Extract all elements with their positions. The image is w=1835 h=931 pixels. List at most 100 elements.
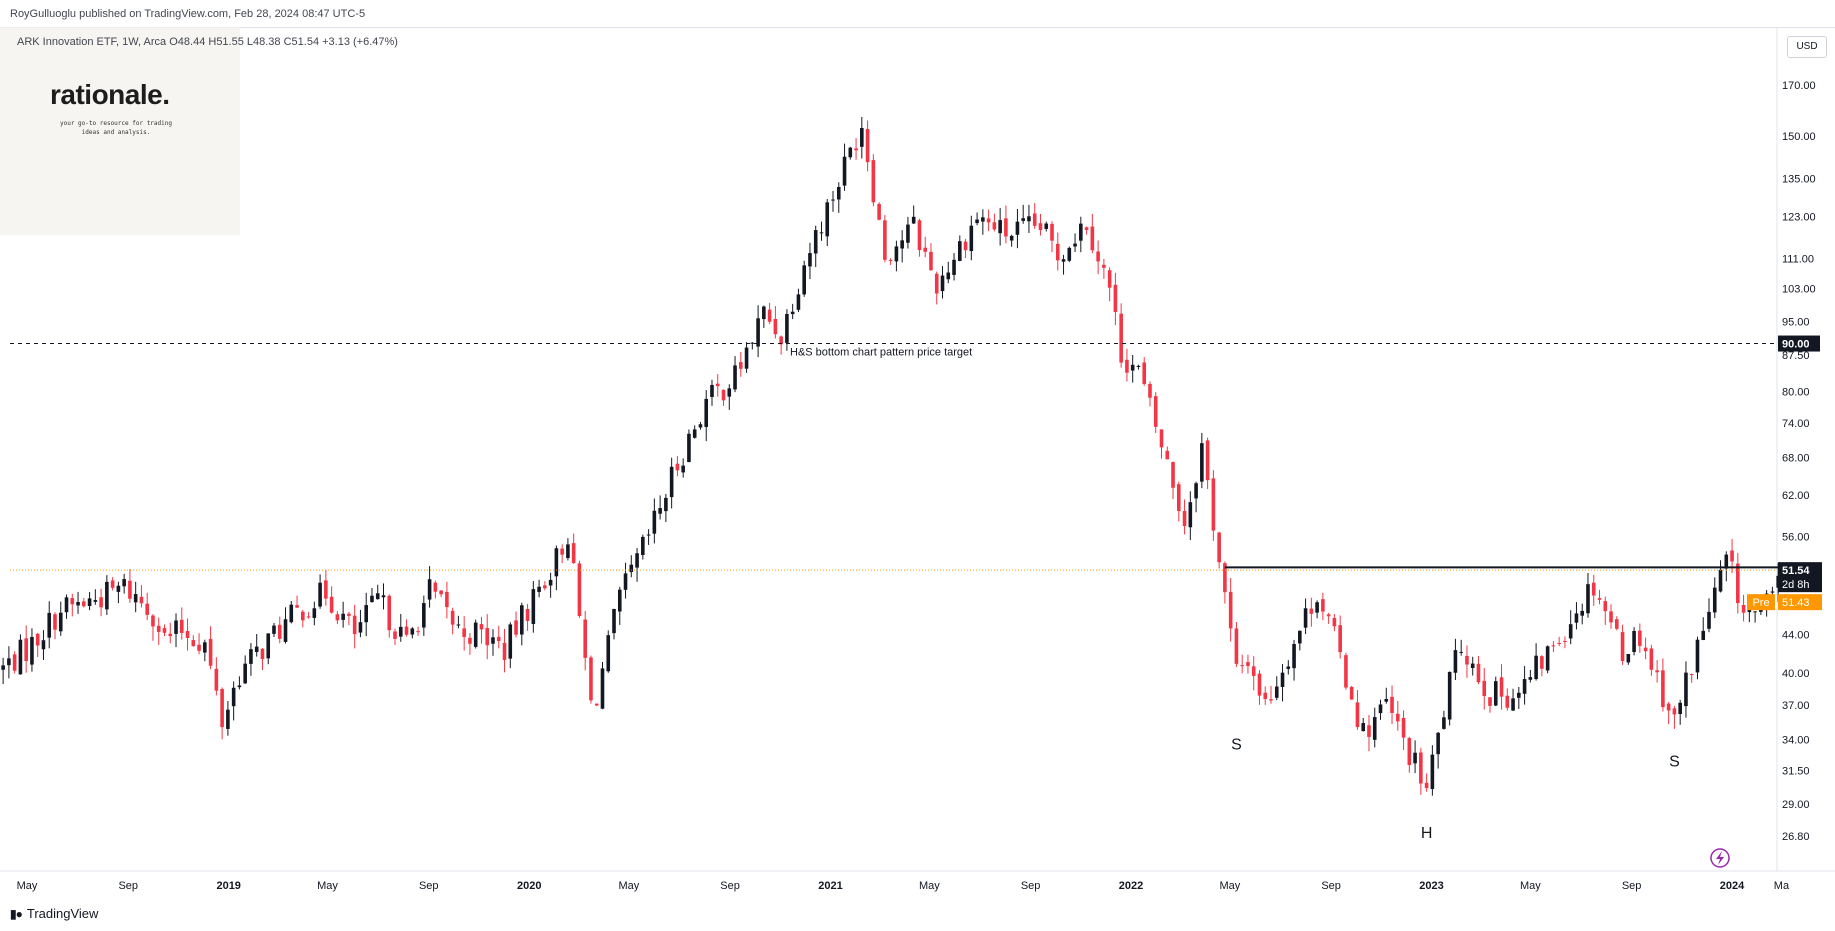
candle <box>341 601 345 628</box>
tradingview-logo-text: TradingView <box>26 906 99 921</box>
price-tick-label: 56.00 <box>1782 531 1810 543</box>
candle-body <box>1119 313 1123 363</box>
candle <box>156 617 161 645</box>
candle-body <box>957 241 962 261</box>
candle <box>122 573 126 594</box>
candle-body <box>566 544 570 559</box>
candle-body <box>969 225 974 252</box>
candle-body <box>1620 632 1625 662</box>
currency-button[interactable]: USD <box>1787 36 1827 58</box>
candle-body <box>1436 732 1440 755</box>
candle-body <box>220 689 224 728</box>
candle-body <box>842 156 847 186</box>
candle-body <box>496 636 501 642</box>
candle-body <box>439 590 443 595</box>
candle <box>168 622 173 644</box>
candle <box>635 548 639 582</box>
candle-body <box>1476 663 1481 683</box>
candle <box>249 643 253 676</box>
candle <box>998 207 1002 246</box>
candle-body <box>116 585 121 592</box>
price-tick-label: 111.00 <box>1782 253 1814 265</box>
candle <box>1603 596 1608 625</box>
candle <box>1378 699 1383 720</box>
candle <box>370 588 374 603</box>
candle <box>560 544 564 564</box>
price-tick-label: 44.00 <box>1782 629 1810 641</box>
candle <box>1148 381 1152 407</box>
candle-body <box>168 633 173 637</box>
target-price-badge-text: 90.00 <box>1782 339 1810 351</box>
candle-body <box>940 275 945 292</box>
candle <box>1684 661 1688 718</box>
candle <box>779 335 783 355</box>
candle <box>58 601 63 636</box>
candle-body <box>35 633 40 646</box>
candle <box>41 630 46 660</box>
candle <box>1430 745 1435 796</box>
chart-grid <box>0 27 1835 872</box>
candle-body <box>1678 702 1682 715</box>
candle-body <box>583 619 587 658</box>
candle <box>30 628 34 672</box>
candle <box>1234 621 1239 668</box>
candle <box>1736 553 1740 614</box>
candle <box>646 529 651 545</box>
candle <box>1240 654 1244 674</box>
candle-body <box>739 362 743 369</box>
candle-body <box>110 580 115 588</box>
price-tick-label: 103.00 <box>1782 284 1816 296</box>
price-tick-label: 95.00 <box>1782 317 1810 329</box>
candle <box>865 120 870 172</box>
candle-body <box>404 626 409 635</box>
candle-body <box>779 336 783 345</box>
candle <box>952 253 956 281</box>
candle-body <box>1701 630 1706 641</box>
candle <box>1499 664 1504 710</box>
candle <box>1390 685 1394 725</box>
candle <box>301 609 305 628</box>
candle <box>1298 630 1302 651</box>
candle <box>295 595 299 609</box>
candle <box>1269 685 1273 704</box>
candle <box>70 593 75 617</box>
tradingview-logo[interactable]: ▮● TradingView <box>10 906 98 921</box>
candle <box>923 236 928 258</box>
candle <box>47 601 52 649</box>
candle-body <box>1055 243 1060 261</box>
candle-body <box>1718 569 1723 592</box>
candle <box>969 215 974 261</box>
candle-body <box>1707 611 1711 629</box>
symbol-legend[interactable]: ARK Innovation ETF, 1W, Arca O48.44 H51.… <box>17 36 398 48</box>
candle <box>1315 600 1319 619</box>
candle-body <box>416 631 420 633</box>
pattern-label: S <box>1231 737 1242 754</box>
candle-body <box>208 638 213 666</box>
candle-body <box>1280 672 1285 687</box>
candle <box>1643 637 1648 660</box>
candle <box>306 611 311 619</box>
candle <box>231 681 236 721</box>
candle <box>669 457 674 509</box>
time-tick-label: Sep <box>1021 880 1041 892</box>
candle <box>813 225 818 268</box>
candle <box>1505 688 1510 711</box>
candle <box>710 379 714 406</box>
candle <box>1655 659 1659 683</box>
price-axis-labels[interactable]: 170.00 150.00 135.00 123.00 111.00 103.00 95.0… <box>1747 80 1822 843</box>
candle-body <box>825 202 830 237</box>
candle <box>289 600 294 624</box>
candle-body <box>18 639 23 675</box>
lightning-icon <box>1710 848 1730 868</box>
candle-body <box>1257 673 1262 696</box>
candle-body <box>1021 218 1025 221</box>
candle-body <box>1672 708 1677 715</box>
candle <box>1286 660 1291 675</box>
candle <box>1 657 5 685</box>
time-axis-labels[interactable]: May Sep 2019 May Sep 2020 May Sep 2021 May Sep 2022… <box>17 880 1790 892</box>
candle-body <box>1171 462 1175 488</box>
candle-body <box>237 685 242 688</box>
candle <box>1465 645 1469 678</box>
candle <box>785 309 789 351</box>
